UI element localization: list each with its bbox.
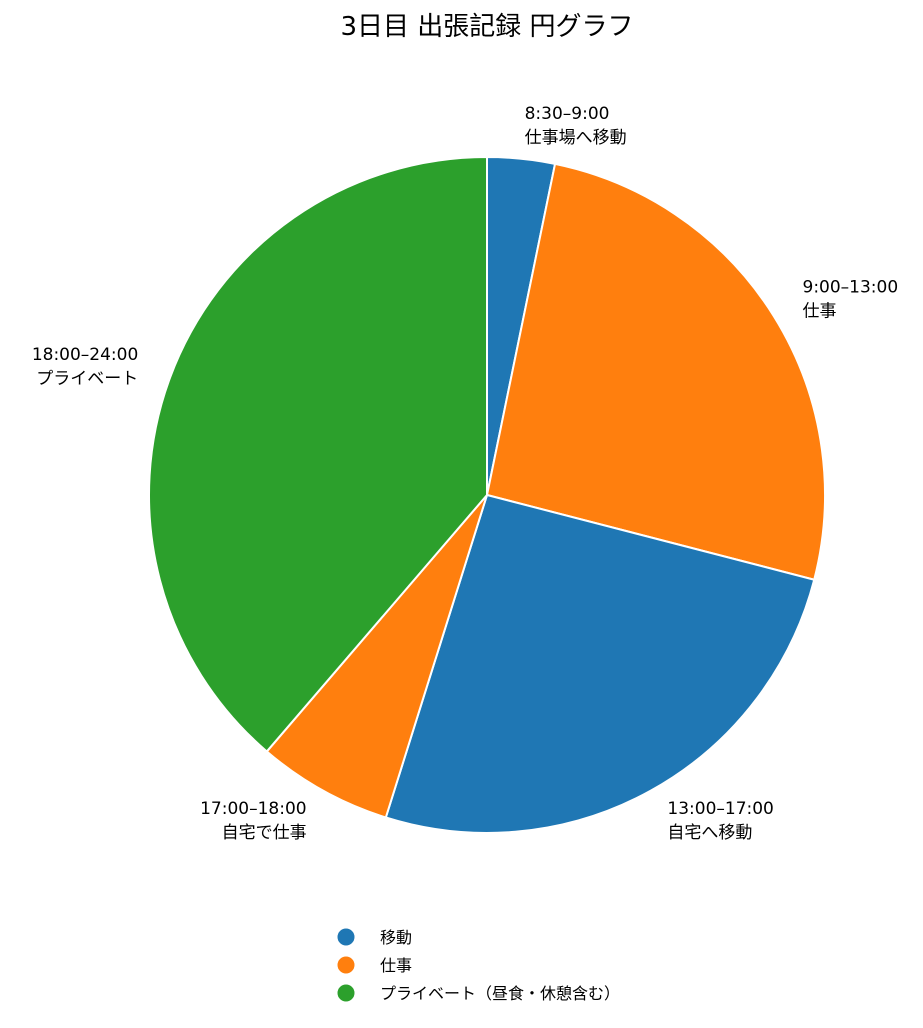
slice-label-2: 9:00–13:00 仕事	[803, 277, 899, 321]
slice-time-label: 18:00–24:00	[32, 345, 138, 365]
slice-label-5: 18:00–24:00 プライベート	[32, 345, 138, 389]
slice-activity-label: 仕事場へ移動	[525, 128, 627, 148]
pie-slice-5	[148, 156, 488, 753]
slice-time-label: 13:00–17:00	[667, 799, 773, 819]
slice-activity-label: 仕事	[803, 301, 837, 321]
legend-label-1: 移動	[380, 928, 412, 947]
slice-labels: 8:30–9:00 仕事場へ移動 9:00–13:00 仕事 13:00–17:00 自宅…	[32, 104, 898, 843]
slice-label-1: 8:30–9:00 仕事場へ移動	[525, 104, 627, 148]
slice-time-label: 9:00–13:00	[803, 277, 899, 297]
slice-label-4: 17:00–18:00 自宅で仕事	[200, 799, 306, 843]
slice-activity-label: プライベート	[36, 369, 138, 389]
pie-slice-4	[265, 494, 488, 819]
pie-slice-2	[486, 162, 826, 581]
legend-marker-1	[336, 927, 356, 947]
legend-marker-2	[336, 955, 356, 975]
chart-title: 3日目 出張記録 円グラフ	[340, 12, 633, 42]
slice-activity-label: 自宅へ移動	[667, 823, 752, 843]
legend-label-3: プライベート（昼食・休憩含む）	[380, 984, 620, 1003]
slice-time-label: 8:30–9:00	[525, 104, 610, 124]
legend-marker-3	[336, 983, 356, 1003]
slice-label-3: 13:00–17:00 自宅へ移動	[667, 799, 773, 843]
pie-slice-3	[384, 494, 816, 834]
slice-activity-label: 自宅で仕事	[222, 823, 307, 843]
legend-label-2: 仕事	[380, 956, 412, 975]
slice-time-label: 17:00–18:00	[200, 799, 306, 819]
pie-slices	[148, 156, 826, 834]
